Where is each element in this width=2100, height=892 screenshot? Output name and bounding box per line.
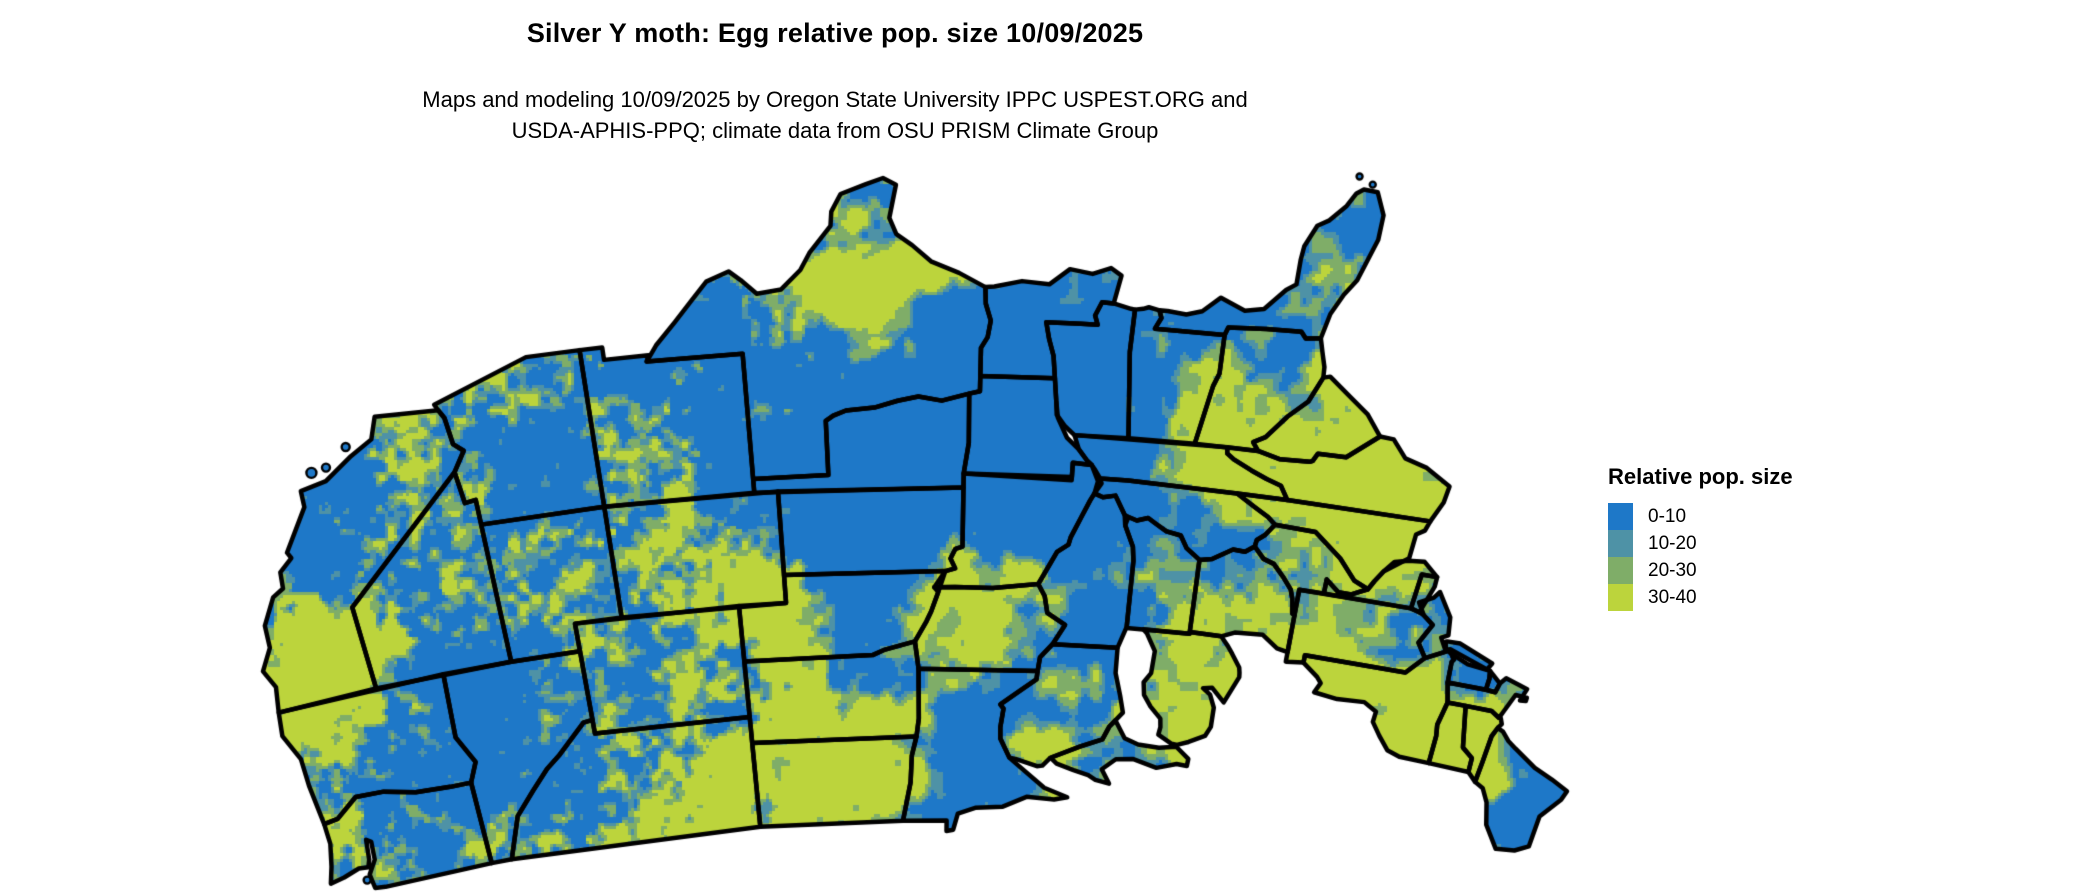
legend-label: 30-40 (1648, 586, 1697, 608)
legend-label: 20-30 (1648, 559, 1697, 581)
legend-item: 10-20 (1608, 530, 1928, 557)
legend-item: 30-40 (1608, 584, 1928, 611)
subtitle: Maps and modeling 10/09/2025 by Oregon S… (0, 84, 1670, 146)
legend-item: 0-10 (1608, 503, 1928, 530)
page-title: Silver Y moth: Egg relative pop. size 10… (526, 18, 1144, 48)
legend-label: 0-10 (1648, 505, 1687, 527)
subtitle-line-1: Maps and modeling 10/09/2025 by Oregon S… (422, 87, 1248, 112)
us-map (205, 136, 1575, 892)
legend-swatch-30-40 (1608, 584, 1633, 611)
legend-rows: 0-10 10-20 20-30 30-40 (1608, 503, 1928, 611)
legend-label: 10-20 (1648, 532, 1697, 554)
legend-swatch-0-10 (1608, 503, 1633, 530)
legend-swatch-20-30 (1608, 557, 1633, 584)
us-map-canvas (205, 136, 1575, 892)
legend-title: Relative pop. size (1608, 464, 1793, 489)
page-title-wrap: Silver Y moth: Egg relative pop. size 10… (0, 18, 1670, 49)
legend-item: 20-30 (1608, 557, 1928, 584)
legend: Relative pop. size 0-10 10-20 20-30 30-4… (1608, 464, 1928, 611)
legend-swatch-10-20 (1608, 530, 1633, 557)
